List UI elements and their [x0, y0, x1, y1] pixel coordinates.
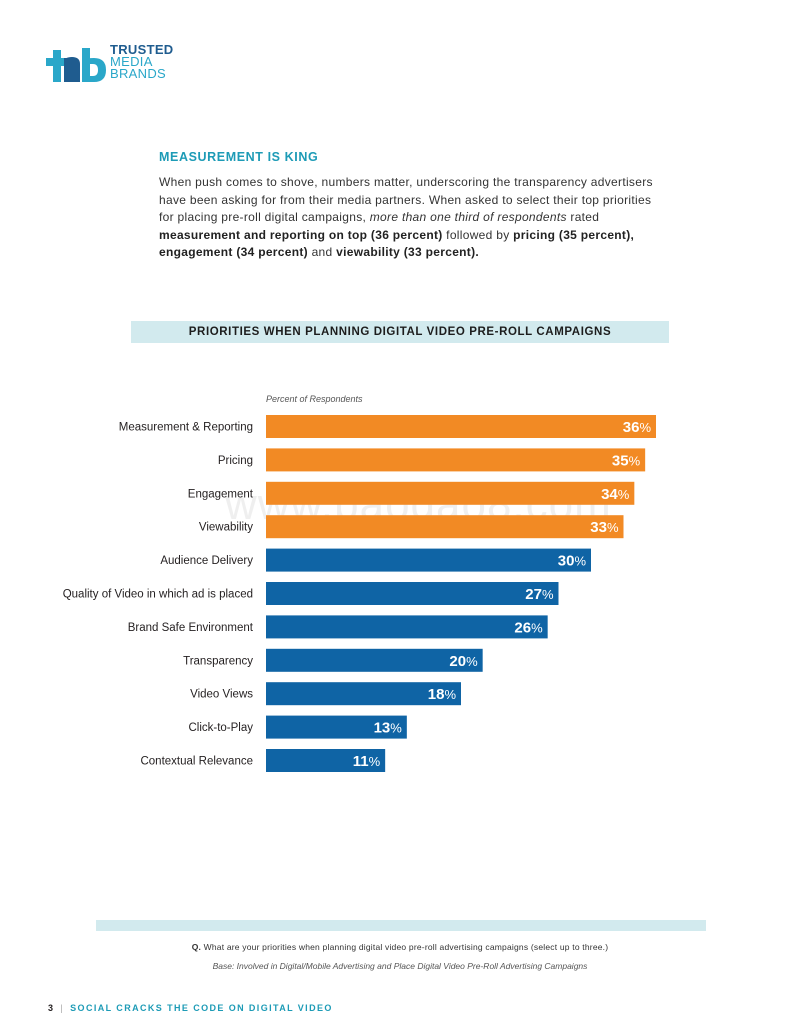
bar [266, 715, 407, 739]
category-label: Engagement [188, 488, 254, 500]
value-label: 27% [525, 586, 554, 603]
value-label: 33% [590, 519, 619, 536]
bar [266, 548, 591, 572]
logo-line-1: TRUSTED [110, 42, 174, 57]
brand-logo: TRUSTED MEDIA BRANDS [46, 42, 186, 86]
publication-title: SOCIAL CRACKS THE CODE ON DIGITAL VIDEO [70, 1003, 333, 1013]
value-label: 35% [612, 452, 641, 469]
value-label: 34% [601, 486, 630, 503]
bar [266, 415, 656, 438]
chart-title-band: PRIORITIES WHEN PLANNING DIGITAL VIDEO P… [131, 321, 669, 343]
intro-text-3: followed by [442, 227, 514, 242]
intro-text-2: rated [566, 210, 600, 224]
category-label: Transparency [183, 655, 253, 667]
bar [266, 481, 635, 505]
page-footer: 3 | SOCIAL CRACKS THE CODE ON DIGITAL VIDE… [48, 1003, 333, 1013]
bar [266, 582, 559, 605]
question-text: What are your priorities when planning d… [201, 942, 609, 952]
value-label: 30% [558, 553, 587, 570]
intro-bold-2: pricing (35 percent), engagement (34 per… [159, 227, 635, 260]
value-label: 20% [449, 653, 478, 670]
category-label: Viewability [199, 522, 253, 534]
value-label: 13% [374, 720, 403, 737]
value-label: 26% [514, 619, 543, 636]
category-label: Click-to-Play [188, 722, 253, 734]
category-label: Measurement & Reporting [119, 422, 253, 434]
tmb-logo-mark [46, 48, 106, 82]
section-heading: MEASUREMENT IS KING [159, 150, 319, 164]
value-label: 11% [353, 753, 381, 770]
survey-question: Q. What are your priorities when plannin… [0, 942, 800, 952]
category-label: Pricing [218, 455, 253, 467]
intro-bold-3: viewability (33 percent). [336, 245, 480, 259]
category-label: Quality of Video in which ad is placed [63, 589, 253, 601]
bar [266, 682, 461, 706]
intro-text-4: and [307, 245, 337, 259]
page-number: 3 [48, 1003, 55, 1013]
intro-bold-1: measurement and reporting on top (36 per… [159, 227, 443, 242]
category-label: Audience Delivery [160, 555, 253, 567]
category-label: Video Views [190, 689, 253, 701]
footer-band [96, 920, 706, 931]
category-label: Contextual Relevance [140, 756, 253, 768]
bar [266, 749, 386, 772]
chart-title: PRIORITIES WHEN PLANNING DIGITAL VIDEO P… [188, 326, 612, 338]
intro-paragraph: When push comes to shove, numbers matter… [159, 174, 659, 262]
bar [266, 615, 548, 639]
axis-caption: Percent of Respondents [266, 394, 363, 404]
intro-italic: more than one third of respondents [369, 210, 567, 224]
value-label: 36% [623, 419, 652, 436]
intro-text-1: When push comes to shove, numbers matter… [159, 175, 653, 224]
footer-separator: | [60, 1003, 65, 1013]
value-label: 18% [428, 686, 457, 703]
bar [266, 648, 483, 672]
survey-base: Base: Involved in Digital/Mobile Adverti… [212, 961, 588, 971]
bar [266, 515, 624, 539]
logo-line-3: BRANDS [110, 66, 166, 81]
bar [266, 448, 646, 472]
question-label: Q. [191, 942, 202, 952]
logo-line-2: MEDIA [110, 54, 153, 69]
category-label: Brand Safe Environment [128, 622, 254, 634]
